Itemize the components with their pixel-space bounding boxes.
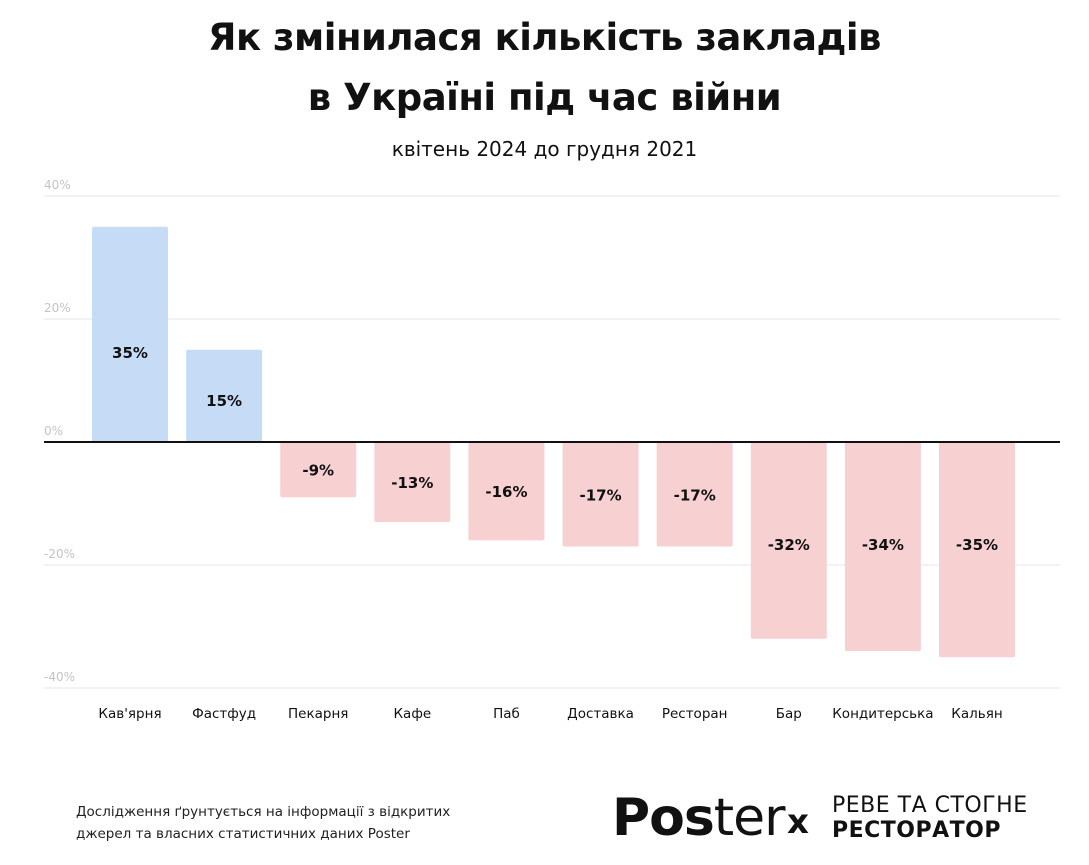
partner-logo: РЕВЕ ТА СТОГНЕ РЕСТОРАТОР (832, 793, 1028, 843)
bar-value-label: -35% (956, 536, 998, 554)
x-tick-label: Доставка (567, 706, 634, 722)
poster-logo-part2: ter (713, 788, 786, 848)
chart-subtitle: квітень 2024 до грудня 2021 (391, 137, 698, 161)
y-tick-label: 20% (44, 301, 71, 315)
bar-value-label: -9% (302, 462, 334, 480)
bar-value-label: -34% (862, 536, 904, 554)
x-tick-label: Кафе (393, 706, 431, 722)
bar (750, 442, 827, 639)
chart-title-line1: Як змінилася кількість закладів (208, 16, 881, 59)
logo-separator: x (787, 802, 809, 842)
bar (468, 442, 545, 541)
bar-value-label: -17% (674, 486, 716, 504)
bar (562, 442, 639, 547)
y-tick-label: -20% (44, 547, 75, 561)
chart-title: Як змінилася кількість закладів в Україн… (0, 8, 1089, 128)
partner-logo-line2: РЕСТОРАТОР (832, 818, 1001, 843)
bar-value-label: -32% (768, 536, 810, 554)
footnote-line1: Дослідження ґрунтується на інформації з … (76, 804, 451, 820)
footnote-line2: джерел та власних статистичних даних Pos… (76, 826, 410, 842)
bar-value-label: 15% (206, 392, 242, 410)
bar (186, 349, 263, 442)
x-tick-label: Кальян (951, 706, 1002, 722)
bar (374, 442, 451, 522)
bar-value-label: -13% (391, 474, 433, 492)
y-tick-label: 40% (44, 178, 71, 192)
footnote: Дослідження ґрунтується на інформації з … (76, 801, 536, 845)
x-tick-label: Кав'ярня (98, 706, 161, 722)
bar (844, 442, 921, 652)
poster-logo-part1: Pos (612, 788, 715, 848)
poster-logo: Poster (612, 786, 786, 850)
bar-value-label: -17% (579, 486, 621, 504)
bar-value-label: -16% (485, 483, 527, 501)
y-tick-label: -40% (44, 670, 75, 684)
x-tick-label: Ресторан (662, 706, 728, 722)
bar (939, 442, 1015, 658)
partner-logo-line1: РЕВЕ ТА СТОГНЕ (832, 793, 1028, 818)
x-tick-label: Пекарня (288, 706, 348, 722)
x-tick-label: Паб (493, 706, 520, 722)
bar-value-label: 35% (112, 344, 148, 362)
x-tick-label: Фастфуд (192, 706, 256, 722)
x-tick-label: Бар (776, 706, 802, 722)
bar (280, 442, 357, 498)
bar (656, 442, 733, 547)
bar (92, 226, 168, 442)
chart-title-line2: в Україні під час війни (307, 76, 782, 119)
y-tick-label: 0% (44, 424, 63, 438)
x-tick-label: Кондитерська (832, 706, 933, 722)
